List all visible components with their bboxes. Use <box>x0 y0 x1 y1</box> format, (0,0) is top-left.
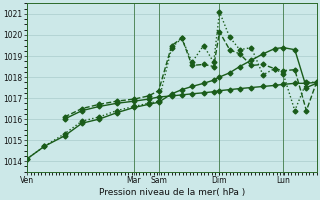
X-axis label: Pression niveau de la mer( hPa ): Pression niveau de la mer( hPa ) <box>99 188 245 197</box>
